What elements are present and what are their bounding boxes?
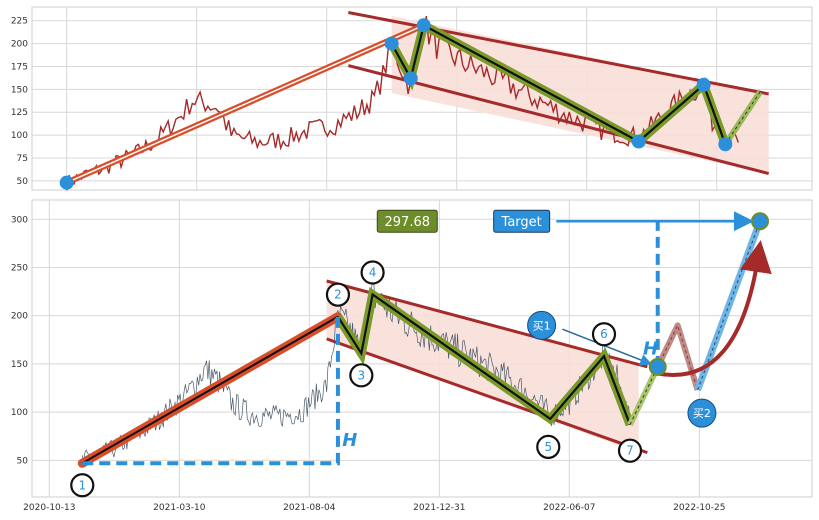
pivot-number-label: 4 (369, 266, 377, 280)
bottom-x-tick-label: 2022-06-07 (543, 503, 595, 513)
top-y-tick-label: 50 (17, 177, 29, 187)
bottom-y-tick-label: 300 (11, 215, 28, 225)
buy2-badge (687, 398, 717, 428)
top-y-tick-label: 150 (11, 85, 28, 95)
buy1-arrow (562, 328, 653, 366)
h-label-2: H (643, 338, 658, 359)
target-marker (751, 212, 769, 231)
top-rise-inner (66, 24, 425, 184)
value-box (376, 209, 438, 233)
top-channel-lower (347, 64, 770, 175)
target-label: Target (501, 215, 542, 230)
bottom-y-tick-label: 250 (11, 264, 28, 274)
bottom-x-tick-label: 2021-08-04 (283, 503, 336, 513)
top-y-tick-label: 200 (11, 40, 28, 50)
top-pivot-marker (718, 137, 733, 152)
top-pivot-marker (416, 18, 431, 33)
pivot-number-label: 3 (358, 368, 366, 382)
top-pivot-marker (631, 134, 646, 149)
top-y-tick-label: 100 (11, 131, 28, 141)
bottom-y-tick-label: 200 (11, 312, 28, 322)
top-y-tick-label: 225 (11, 17, 28, 27)
pivot-number-circle (536, 434, 561, 459)
top-price-line (66, 16, 739, 191)
top-pivot-marker (696, 77, 711, 92)
bottom-y-tick-label: 100 (11, 408, 28, 418)
top-projection-line (724, 91, 761, 145)
buy1-marker (648, 357, 667, 376)
buy2-label: 买2 (693, 407, 711, 420)
bottom-h-measure-1 (82, 316, 340, 466)
bottom-x-tick-label: 2021-03-10 (153, 503, 206, 513)
bottom-x-tick-label: 2020-10-13 (23, 503, 75, 513)
buy1-badge (527, 310, 557, 340)
h-label-1: H (342, 430, 357, 451)
pivot-number-circle (325, 282, 351, 307)
pivot-number-label: 5 (544, 440, 552, 454)
bottom-breakout-line (629, 366, 659, 425)
top-y-tick-label: 75 (17, 154, 28, 164)
bottom-channel-lower (326, 337, 648, 455)
pivot-number-circle (360, 260, 385, 285)
pivot-number-circle (349, 363, 374, 388)
pivot-number-label: 2 (334, 288, 342, 302)
pivot-number-label: 1 (78, 478, 86, 492)
top-pivot-marker (59, 175, 74, 190)
bottom-rise-line (81, 315, 339, 465)
bottom-target-curve (657, 240, 772, 377)
top-pivot-marker (403, 71, 418, 86)
pivot-number-label: 7 (626, 444, 634, 458)
value-label: 297.68 (385, 215, 431, 230)
pivot-number-label: 6 (600, 327, 608, 341)
bottom-pullback-line (657, 323, 699, 391)
top-pivot-marker (384, 36, 399, 51)
bottom-x-tick-label: 2021-12-31 (413, 503, 465, 513)
top-y-tick-label: 125 (11, 108, 28, 118)
bottom-y-tick-label: 50 (17, 456, 29, 466)
top-y-tick-label: 175 (11, 62, 28, 72)
pivot-number-circle (70, 473, 95, 498)
bottom-zigzag-line (337, 292, 632, 426)
pivot-number-circle (591, 322, 617, 347)
pivot-number-circle (617, 438, 643, 463)
bottom-y-tick-label: 150 (11, 360, 28, 370)
bottom-x-tick-label: 2022-10-25 (673, 503, 725, 513)
buy1-label: 买1 (533, 319, 551, 332)
target-box (493, 209, 551, 233)
